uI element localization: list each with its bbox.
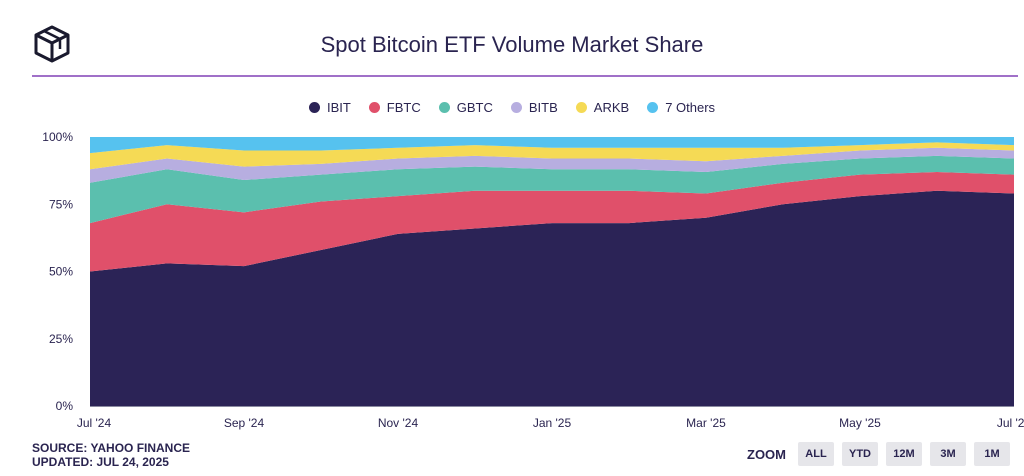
legend-swatch [308, 102, 320, 113]
legend-item-bitb[interactable]: BITB [510, 100, 558, 115]
legend-label: BITB [528, 100, 558, 115]
legend-item-ibit[interactable]: IBIT [308, 100, 351, 115]
area-series-arkb [90, 142, 1014, 170]
y-tick-label: 0% [56, 399, 74, 413]
x-tick-label: Jul '25 [997, 416, 1024, 430]
area-series-fbtc [90, 171, 1014, 272]
legend-label: ARKB [593, 100, 630, 115]
legend-swatch [510, 102, 522, 113]
legend-item-gbtc[interactable]: GBTC [438, 100, 493, 115]
zoom-controls: ZOOM ALL YTD 12M 3M 1M [747, 442, 1010, 466]
zoom-label: ZOOM [747, 446, 786, 462]
legend-swatch [368, 102, 380, 113]
source-text: SOURCE: YAHOO FINANCE [32, 441, 191, 455]
legend-swatch [575, 102, 587, 113]
y-tick-label: 50% [49, 265, 73, 279]
legend-swatch [438, 102, 450, 113]
area-series-ibit [90, 190, 1014, 406]
x-tick-label: Mar '25 [686, 416, 726, 430]
y-tick-label: 100% [42, 130, 73, 144]
legend-label: IBIT [326, 100, 351, 115]
cube-logo-icon [34, 25, 70, 63]
area-series-bitb [90, 147, 1014, 183]
x-tick-label: Sep '24 [224, 416, 265, 430]
area-series-7-others [90, 137, 1014, 154]
zoom-ytd-button[interactable]: YTD [842, 442, 878, 466]
legend-label: GBTC [456, 100, 493, 115]
zoom-3m-button[interactable]: 3M [930, 442, 966, 466]
x-tick-label: Jan '25 [533, 416, 572, 430]
area-series-gbtc [90, 155, 1014, 224]
updated-text: UPDATED: JUL 24, 2025 [32, 455, 169, 469]
x-tick-label: May '25 [839, 416, 881, 430]
y-tick-label: 25% [49, 332, 73, 346]
legend-label: FBTC [386, 100, 421, 115]
chart-footer: SOURCE: YAHOO FINANCE UPDATED: JUL 24, 2… [32, 441, 190, 469]
x-tick-label: Jul '24 [77, 416, 112, 430]
legend-item-fbtc[interactable]: FBTC [368, 100, 421, 115]
legend-label: 7 Others [665, 100, 716, 115]
legend-swatch [647, 102, 659, 113]
zoom-1m-button[interactable]: 1M [974, 442, 1010, 466]
legend-item-arkb[interactable]: ARKB [575, 100, 630, 115]
x-tick-label: Nov '24 [378, 416, 419, 430]
chart-legend: IBIT FBTC GBTC BITB ARKB 7 Others [0, 100, 1024, 115]
title-divider [32, 75, 1018, 77]
zoom-all-button[interactable]: ALL [798, 442, 834, 466]
y-tick-label: 75% [49, 197, 73, 211]
zoom-12m-button[interactable]: 12M [886, 442, 922, 466]
legend-item-7-others[interactable]: 7 Others [647, 100, 715, 115]
page-title: Spot Bitcoin ETF Volume Market Share [320, 32, 704, 57]
